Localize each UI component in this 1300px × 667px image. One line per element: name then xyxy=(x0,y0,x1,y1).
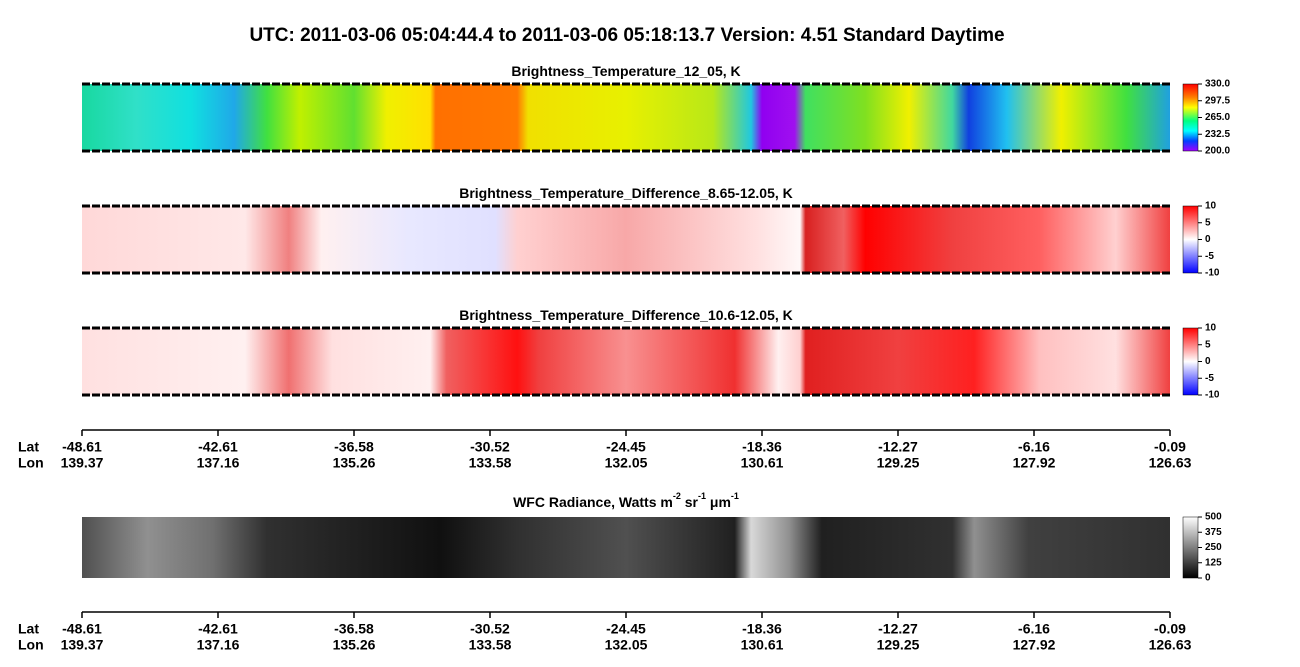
lat-value: -42.61 xyxy=(198,621,238,637)
superscript: -2 xyxy=(673,491,681,501)
page-title: UTC: 2011-03-06 05:04:44.4 to 2011-03-06… xyxy=(249,25,1004,46)
lat-value: -12.27 xyxy=(878,439,918,455)
lon-label: Lon xyxy=(18,637,44,653)
lat-value: -30.52 xyxy=(470,621,510,637)
lat-value: -0.09 xyxy=(1154,439,1186,455)
colorbar-label: 125 xyxy=(1205,557,1222,568)
superscript: -1 xyxy=(731,491,739,501)
colorbar-label: 232.5 xyxy=(1205,129,1230,140)
lat-value: -18.36 xyxy=(742,621,782,637)
lon-value: 126.63 xyxy=(1149,455,1192,471)
lon-label: Lon xyxy=(18,455,44,471)
lat-value: -48.61 xyxy=(62,439,102,455)
panel-title: Brightness_Temperature_12_05, K xyxy=(511,63,740,79)
image-strip xyxy=(82,206,1170,273)
colorbar-label: -5 xyxy=(1205,251,1214,262)
lon-value: 127.92 xyxy=(1013,455,1056,471)
colorbar xyxy=(1182,516,1199,579)
colorbar-label: -10 xyxy=(1205,268,1220,279)
title-part: Brightness_Temperature_Difference_8.65-1… xyxy=(459,185,793,201)
colorbar-label: 10 xyxy=(1205,201,1217,212)
colorbar-label: 265.0 xyxy=(1205,112,1230,123)
colorbar-label: 10 xyxy=(1205,323,1217,334)
lat-value: -42.61 xyxy=(198,439,238,455)
panel-title: Brightness_Temperature_Difference_10.6-1… xyxy=(459,307,793,323)
lon-value: 132.05 xyxy=(605,637,648,653)
lon-value: 127.92 xyxy=(1013,637,1056,653)
lon-value: 130.61 xyxy=(741,637,784,653)
lat-value: -12.27 xyxy=(878,621,918,637)
lat-value: -48.61 xyxy=(62,621,102,637)
lon-value: 135.26 xyxy=(333,637,376,653)
lon-value: 132.05 xyxy=(605,455,648,471)
colorbar-label: 250 xyxy=(1205,542,1222,553)
colorbar-label: 200.0 xyxy=(1205,146,1230,157)
colorbar-label: 0 xyxy=(1205,573,1211,584)
panel-title: Brightness_Temperature_Difference_8.65-1… xyxy=(459,185,793,201)
lat-label: Lat xyxy=(18,439,39,455)
colorbar-label: 375 xyxy=(1205,527,1222,538)
title-part: Brightness_Temperature_Difference_10.6-1… xyxy=(459,307,793,323)
title-part: μm xyxy=(706,494,731,510)
lon-value: 133.58 xyxy=(469,455,512,471)
colorbar xyxy=(1182,205,1199,274)
colorbar-label: 5 xyxy=(1205,339,1211,350)
lon-value: 137.16 xyxy=(197,455,240,471)
lon-value: 133.58 xyxy=(469,637,512,653)
lat-value: -30.52 xyxy=(470,439,510,455)
lon-value: 129.25 xyxy=(877,455,920,471)
lat-value: -6.16 xyxy=(1018,621,1050,637)
lon-value: 126.63 xyxy=(1149,637,1192,653)
colorbar-label: 0 xyxy=(1205,356,1211,367)
colorbar-label: 5 xyxy=(1205,217,1211,228)
lat-label: Lat xyxy=(18,621,39,637)
colorbar xyxy=(1182,327,1199,396)
colorbar-label: -10 xyxy=(1205,390,1220,401)
title-part: WFC Radiance, Watts m xyxy=(513,494,673,510)
title-part: Brightness_Temperature_12_05, K xyxy=(511,63,740,79)
lon-value: 130.61 xyxy=(741,455,784,471)
lon-value: 135.26 xyxy=(333,455,376,471)
lat-value: -24.45 xyxy=(606,439,646,455)
lon-value: 129.25 xyxy=(877,637,920,653)
image-strip xyxy=(82,84,1170,151)
colorbar xyxy=(1182,83,1199,152)
lon-value: 139.37 xyxy=(61,637,104,653)
panel-title: WFC Radiance, Watts m-2 sr-1 μm-1 xyxy=(513,491,739,509)
colorbar-label: 0 xyxy=(1205,234,1211,245)
lat-value: -36.58 xyxy=(334,621,374,637)
lat-value: -0.09 xyxy=(1154,621,1186,637)
image-strip xyxy=(82,328,1170,395)
lat-value: -18.36 xyxy=(742,439,782,455)
colorbar-label: 500 xyxy=(1205,512,1222,523)
image-strip xyxy=(82,517,1170,578)
colorbar-label: 330.0 xyxy=(1205,79,1230,90)
lon-value: 137.16 xyxy=(197,637,240,653)
lat-value: -6.16 xyxy=(1018,439,1050,455)
colorbar-label: -5 xyxy=(1205,373,1214,384)
colorbar-label: 297.5 xyxy=(1205,95,1230,106)
lon-value: 139.37 xyxy=(61,455,104,471)
superscript: -1 xyxy=(698,491,706,501)
lat-value: -36.58 xyxy=(334,439,374,455)
title-part: sr xyxy=(681,494,699,510)
lat-value: -24.45 xyxy=(606,621,646,637)
